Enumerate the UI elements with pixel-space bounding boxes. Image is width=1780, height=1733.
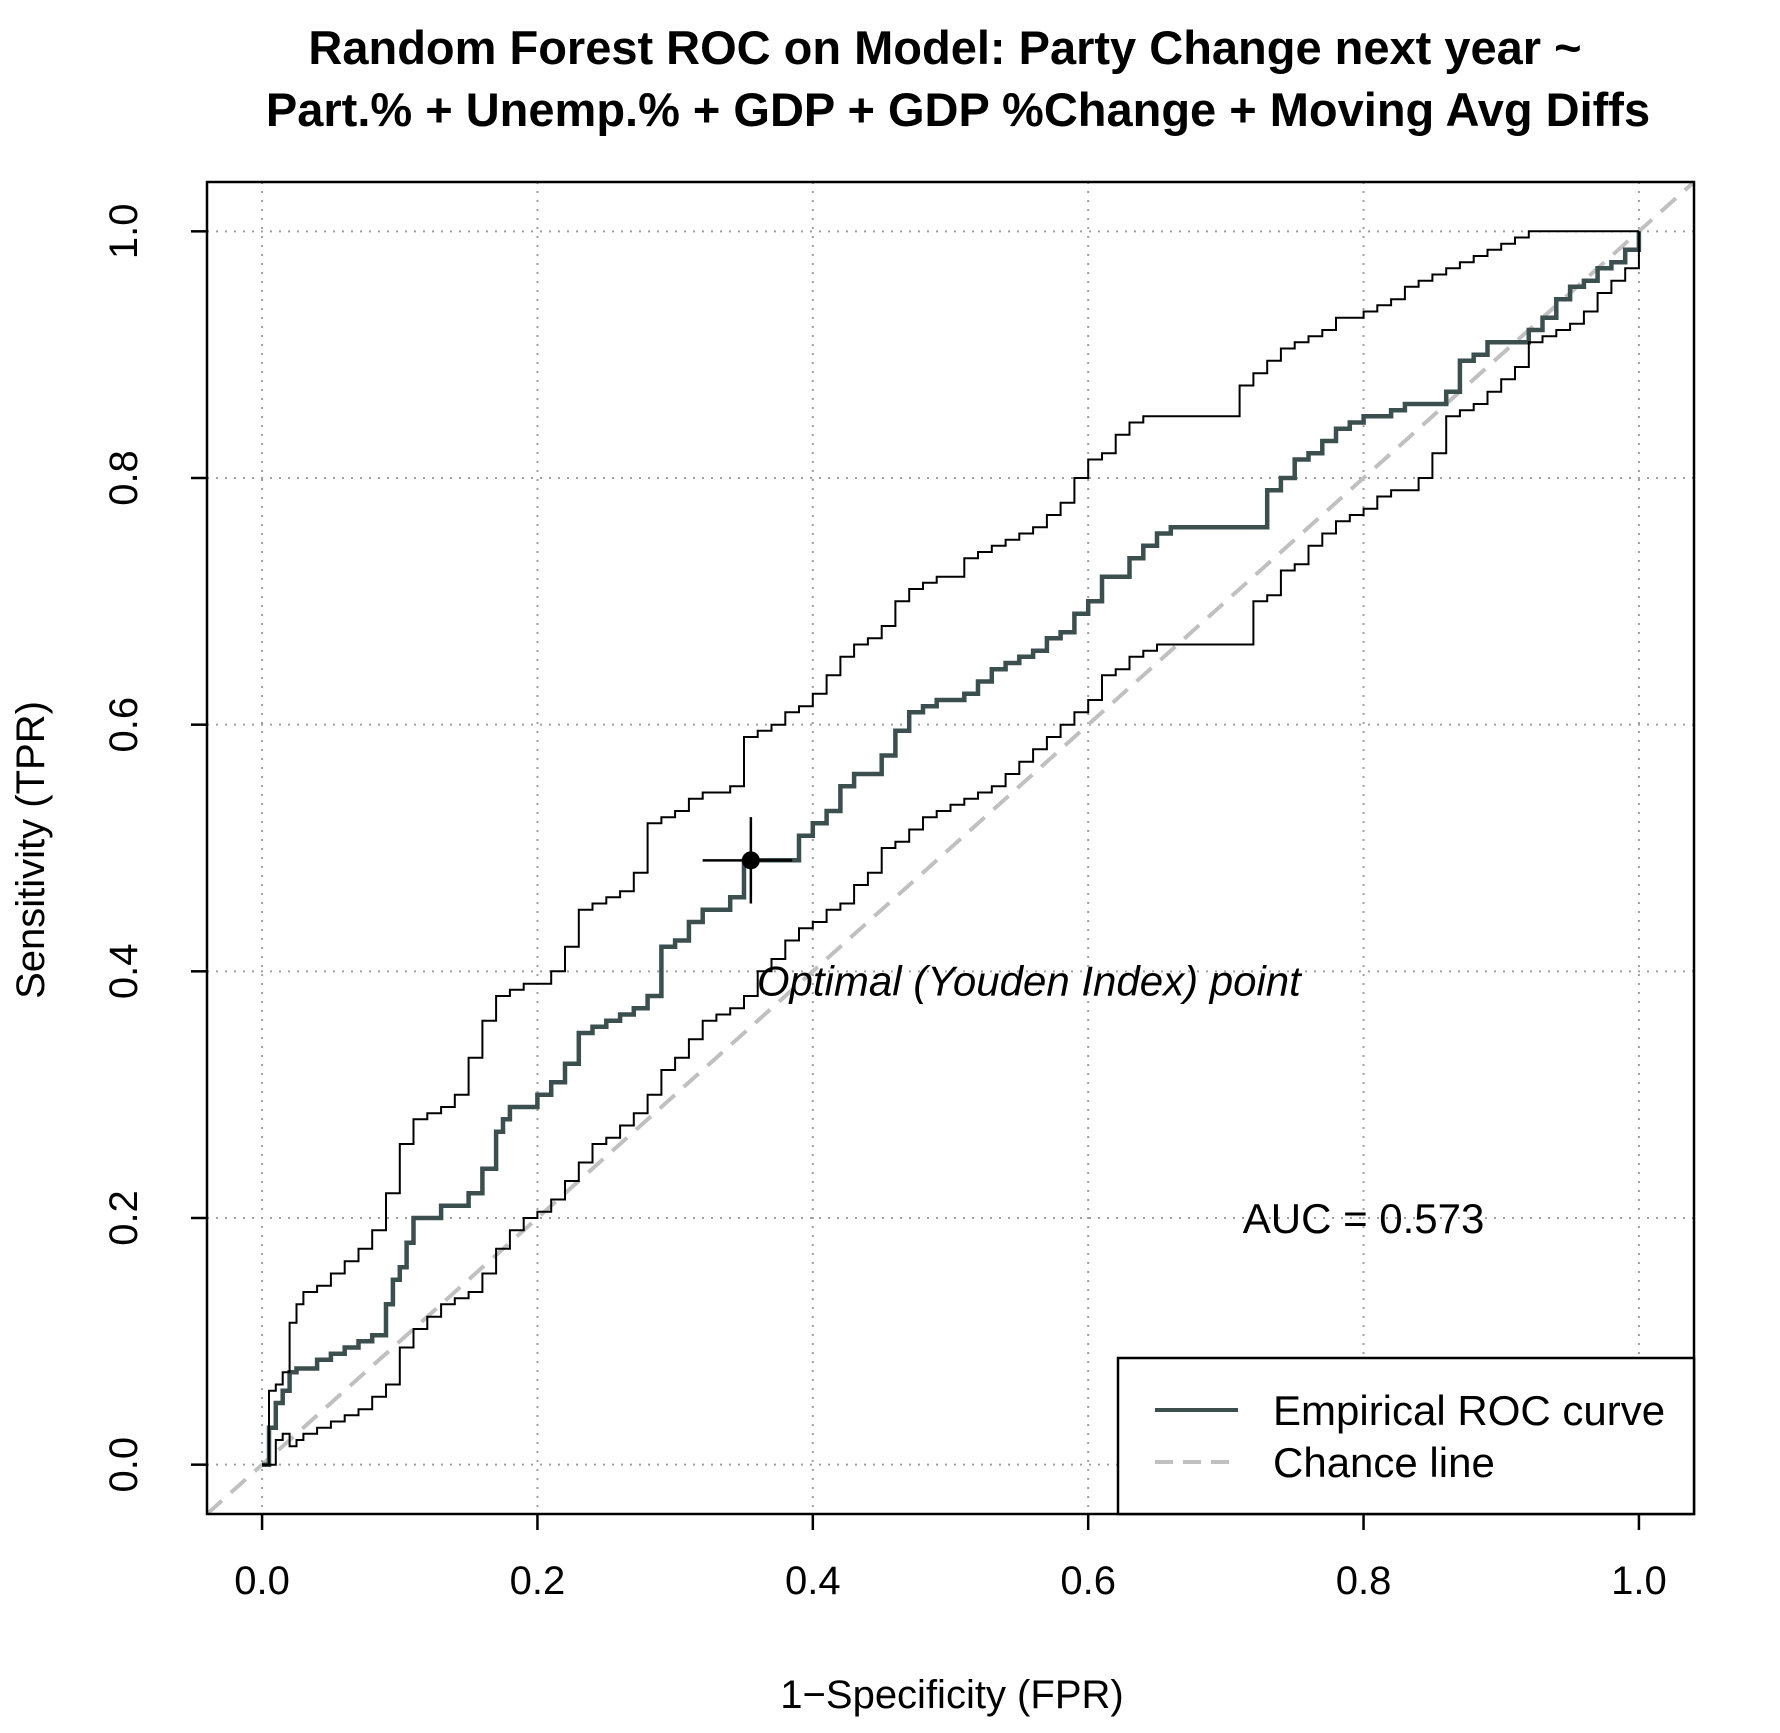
legend: Empirical ROC curve Chance line	[1116, 1356, 1696, 1516]
y-tick-label-3: 0.6	[102, 697, 146, 753]
y-tick-label-4: 0.8	[102, 450, 146, 506]
y-tick-label-1: 0.2	[102, 1190, 146, 1246]
x-tick-label-5: 1.0	[1611, 1559, 1667, 1603]
x-tick-label-4: 0.8	[1336, 1559, 1392, 1603]
chart-title-line-2: Part.% + Unemp.% + GDP + GDP %Change + M…	[266, 83, 1650, 136]
legend-label-roc: Empirical ROC curve	[1273, 1387, 1665, 1434]
optimal-point-label: Optimal (Youden Index) point	[757, 957, 1303, 1004]
legend-label-chance: Chance line	[1273, 1439, 1495, 1486]
plot-frame	[205, 180, 1696, 1516]
chance-line-layer	[205, 180, 1696, 1516]
ci-lower-curve	[262, 231, 1640, 1466]
x-tick-label-0: 0.0	[234, 1559, 290, 1603]
y-tick-label-2: 0.4	[102, 944, 146, 1000]
chance-line	[205, 180, 1696, 1516]
x-tick-label-1: 0.2	[510, 1559, 566, 1603]
y-axis-title: Sensitivity (TPR)	[9, 701, 53, 999]
optimal-point-marker	[741, 851, 760, 870]
chart-title-line-1: Random Forest ROC on Model: Party Change…	[308, 21, 1581, 74]
x-tick-label-2: 0.4	[785, 1559, 841, 1603]
curves-layer	[262, 230, 1642, 1467]
x-axis: 0.0 0.2 0.4 0.6 0.8 1.0	[234, 1514, 1667, 1603]
grid	[207, 182, 1694, 1514]
x-tick-label-3: 0.6	[1060, 1559, 1116, 1603]
auc-annotation: AUC = 0.573	[1243, 1195, 1485, 1242]
y-axis: 0.0 0.2 0.4 0.6 0.8 1.0	[102, 204, 207, 1493]
roc-curve	[262, 231, 1642, 1467]
y-tick-label-5: 1.0	[102, 204, 146, 260]
optimal-point-layer	[702, 817, 793, 904]
ci-upper-curve	[262, 230, 1639, 1466]
legend-box	[1116, 1356, 1696, 1516]
x-axis-title: 1−Specificity (FPR)	[780, 1673, 1123, 1717]
y-tick-label-0: 0.0	[102, 1437, 146, 1493]
